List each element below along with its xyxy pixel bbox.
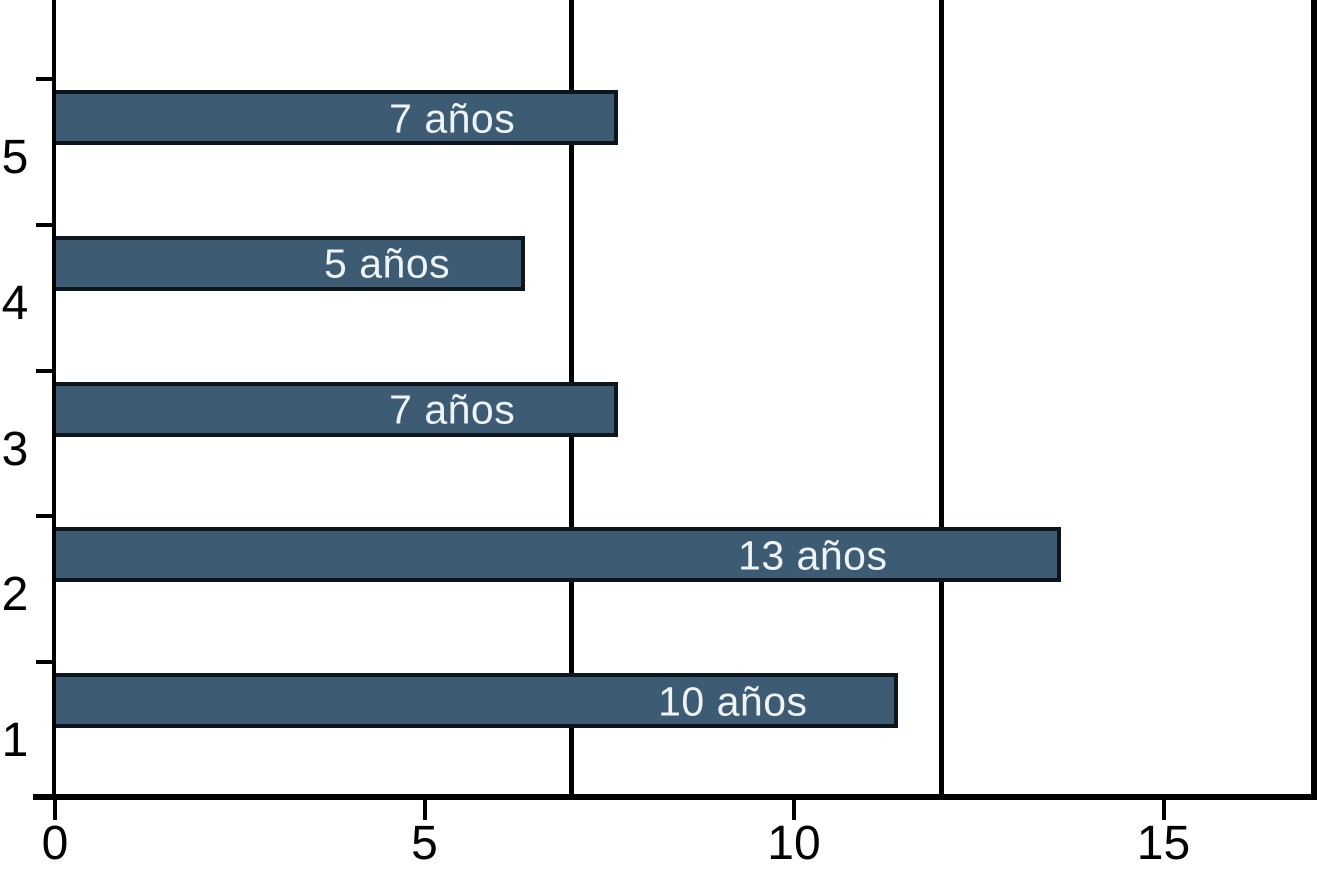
x-tick [792,800,796,820]
y-tick [36,222,52,227]
bar: 10 años [52,673,898,728]
y-tick-label: 4 [1,276,29,330]
reference-line [938,0,944,794]
y-tick [36,514,52,519]
bar-value-label: 13 años [738,532,888,579]
y-tick-label: 1 [1,714,29,767]
bar-value-label: 10 años [658,678,808,724]
bar: 7 años [52,381,618,437]
bar: 7 años [52,90,618,145]
x-tick-label: 10 [767,817,821,870]
y-tick [36,77,52,81]
y-axis-line [52,0,56,794]
bar: 5 años [52,235,525,291]
y-tick-label: 5 [1,131,29,184]
x-tick-label: 0 [41,817,69,870]
y-tick [36,368,52,373]
bar-value-label: 7 años [389,95,516,141]
bar: 13 años [52,527,1061,583]
y-tick [36,660,52,664]
x-tick [1161,800,1166,820]
y-tick-label: 2 [1,568,29,622]
bar-value-label: 5 años [324,240,451,287]
bar-value-label: 7 años [389,386,516,433]
y-tick-label: 3 [1,422,29,476]
x-axis-line [33,794,1317,800]
x-tick [422,800,427,820]
x-tick-label: 15 [1136,817,1191,870]
plot-right-border [1311,0,1317,794]
x-tick [53,800,57,820]
x-tick-label: 5 [411,817,438,870]
